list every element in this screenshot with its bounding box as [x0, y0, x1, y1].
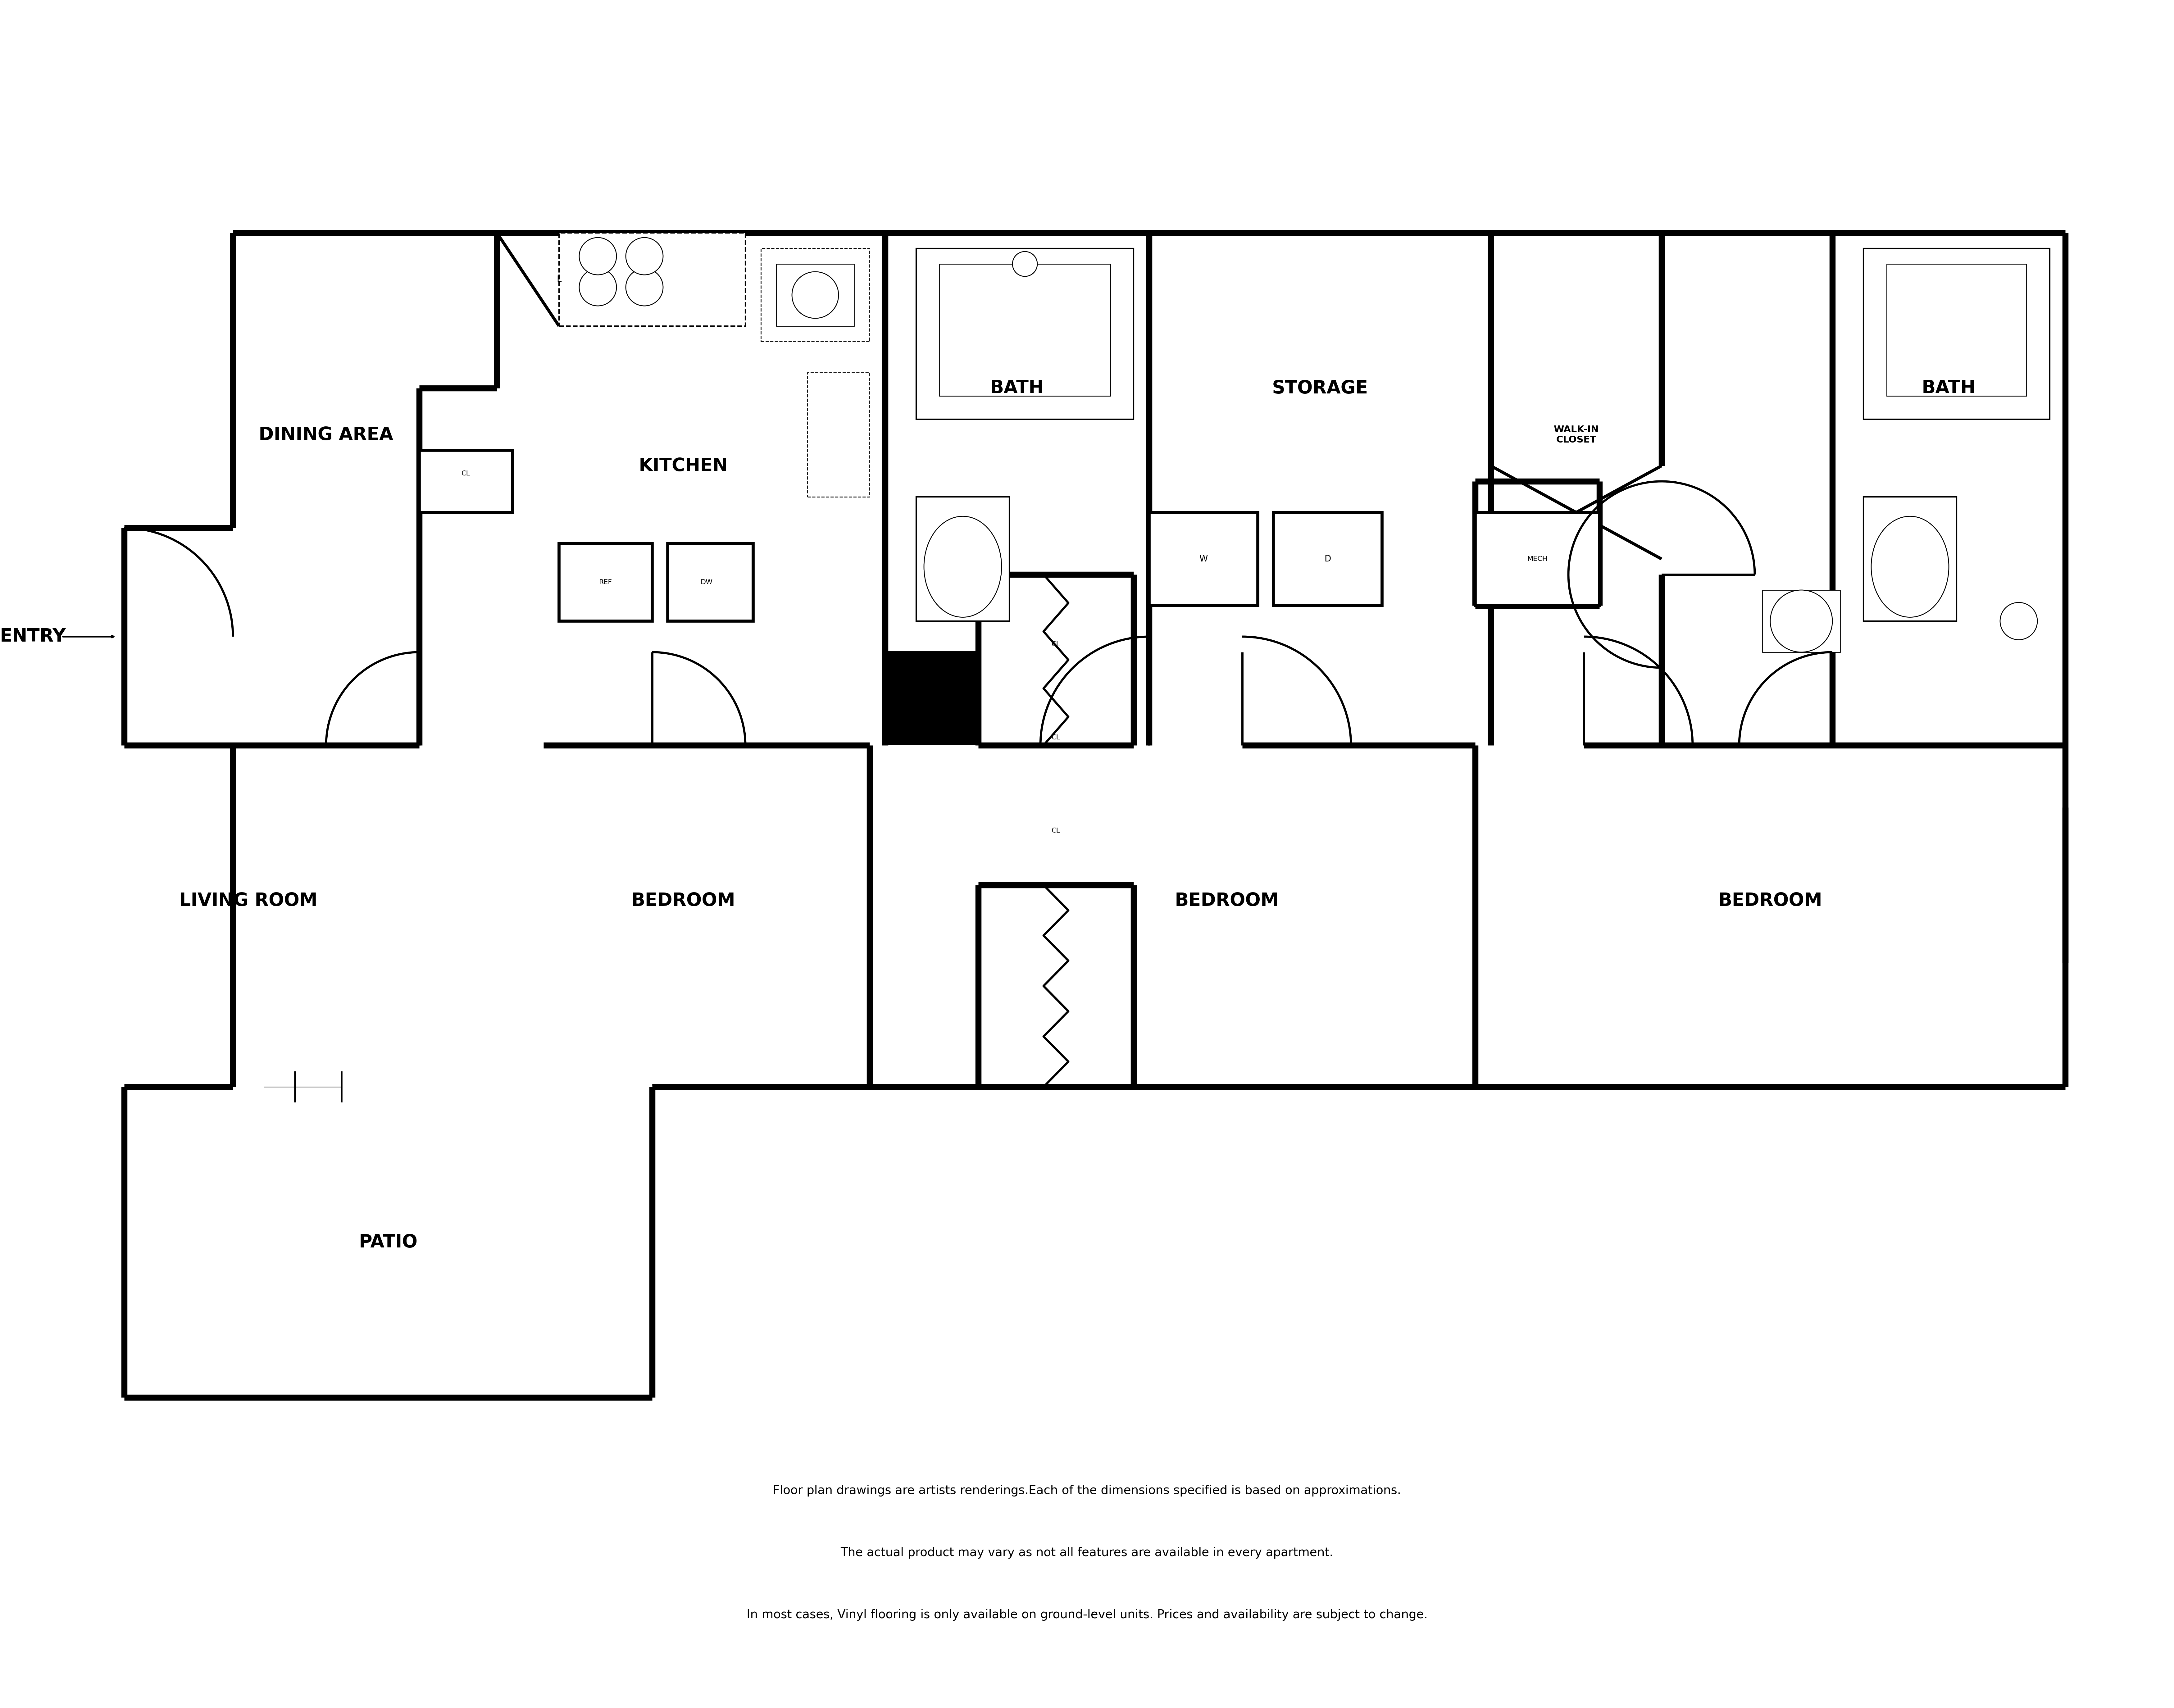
Bar — [1863, 248, 2050, 418]
Text: DW: DW — [700, 579, 713, 586]
Text: STORAGE: STORAGE — [1272, 379, 1367, 396]
Bar — [667, 543, 752, 622]
Circle shape — [578, 268, 617, 306]
Bar — [1476, 512, 1600, 606]
Circle shape — [1770, 589, 1833, 652]
Bar — [559, 232, 746, 326]
Ellipse shape — [924, 516, 1002, 617]
Circle shape — [791, 272, 839, 318]
Text: PATIO: PATIO — [359, 1233, 417, 1250]
Text: BEDROOM: BEDROOM — [1174, 892, 1278, 909]
Bar — [420, 451, 513, 512]
Text: BEDROOM: BEDROOM — [1717, 892, 1822, 909]
Text: DINING AREA: DINING AREA — [259, 425, 393, 444]
Text: WALK-IN
CLOSET: WALK-IN CLOSET — [1554, 425, 1598, 444]
Text: BATH: BATH — [989, 379, 1044, 396]
Bar — [776, 265, 854, 326]
Text: CL: CL — [1052, 828, 1061, 834]
Ellipse shape — [1872, 516, 1948, 617]
Bar — [1150, 512, 1259, 606]
Text: The actual product may vary as not all features are available in every apartment: The actual product may vary as not all f… — [841, 1547, 1333, 1559]
Bar — [1887, 265, 2026, 396]
Bar — [915, 497, 1009, 622]
Bar — [761, 248, 870, 342]
Text: D: D — [1324, 555, 1330, 564]
Bar — [915, 248, 1133, 418]
Circle shape — [578, 237, 617, 275]
Text: Floor plan drawings are artists renderings.Each of the dimensions specified is b: Floor plan drawings are artists renderin… — [772, 1484, 1402, 1496]
Bar — [939, 265, 1111, 396]
Bar — [807, 372, 870, 497]
Text: W: W — [1200, 555, 1209, 564]
Circle shape — [2000, 603, 2037, 640]
Circle shape — [626, 268, 663, 306]
Text: KITCHEN: KITCHEN — [639, 458, 728, 475]
Bar — [1863, 497, 1957, 622]
Circle shape — [1013, 251, 1037, 277]
Text: CL: CL — [461, 470, 470, 477]
Text: MECH: MECH — [1526, 555, 1548, 562]
Bar — [559, 543, 652, 622]
Text: BATH: BATH — [1922, 379, 1976, 396]
Text: CL: CL — [1052, 734, 1061, 741]
Text: L: L — [557, 275, 561, 284]
Bar — [1274, 512, 1383, 606]
Text: REF: REF — [600, 579, 613, 586]
Text: BEDROOM: BEDROOM — [630, 892, 735, 909]
Text: In most cases, Vinyl flooring is only available on ground-level units. Prices an: In most cases, Vinyl flooring is only av… — [746, 1609, 1428, 1621]
Bar — [1763, 589, 1839, 652]
Circle shape — [626, 237, 663, 275]
Bar — [885, 652, 978, 745]
Text: ENTRY: ENTRY — [0, 629, 65, 646]
Text: LIVING ROOM: LIVING ROOM — [178, 892, 317, 909]
Text: CL: CL — [1052, 640, 1061, 647]
